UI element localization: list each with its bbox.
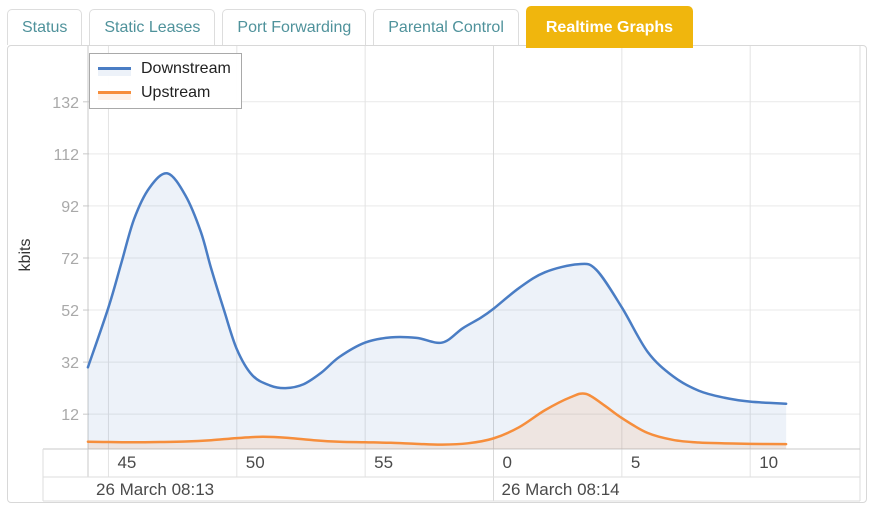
y-tick-label: 72 bbox=[61, 251, 79, 268]
tab-static-leases[interactable]: Static Leases bbox=[89, 9, 216, 45]
y-tick-label: 92 bbox=[61, 199, 79, 216]
downstream-swatch-line bbox=[98, 67, 131, 70]
x-tick-label: 55 bbox=[374, 453, 393, 472]
legend-item-downstream: Downstream bbox=[98, 59, 231, 79]
legend-item-upstream: Upstream bbox=[98, 83, 231, 103]
tab-parental-control[interactable]: Parental Control bbox=[373, 9, 519, 45]
tab-status[interactable]: Status bbox=[7, 9, 83, 45]
x-tick-label: 50 bbox=[246, 453, 265, 472]
x-tick-label: 10 bbox=[759, 453, 778, 472]
tab-realtime-graphs[interactable]: Realtime Graphs bbox=[525, 6, 694, 48]
upstream-area bbox=[87, 393, 787, 449]
x-tick-label: 0 bbox=[503, 453, 512, 472]
downstream-line bbox=[86, 172, 788, 406]
legend-label-upstream: Upstream bbox=[141, 84, 211, 101]
upstream-swatch-fill bbox=[98, 93, 131, 100]
tab-port-forwarding[interactable]: Port Forwarding bbox=[222, 9, 367, 45]
downstream-swatch-icon bbox=[98, 61, 131, 77]
chart-panel bbox=[7, 45, 867, 503]
y-tick-label: 132 bbox=[52, 95, 79, 112]
chart-legend: Downstream Upstream bbox=[89, 53, 242, 109]
downstream-area bbox=[87, 173, 787, 449]
y-axis-title: kbits bbox=[17, 239, 34, 272]
legend-label-downstream: Downstream bbox=[141, 60, 231, 77]
x-tick-label: 5 bbox=[631, 453, 640, 472]
upstream-line bbox=[86, 392, 788, 446]
upstream-swatch-line bbox=[98, 91, 131, 94]
date-label: 26 March 08:14 bbox=[502, 480, 620, 499]
upstream-swatch-icon bbox=[98, 85, 131, 101]
date-label: 26 March 08:13 bbox=[96, 480, 214, 499]
downstream-swatch-fill bbox=[98, 69, 131, 76]
tab-bar: Status Static Leases Port Forwarding Par… bbox=[0, 0, 873, 48]
y-tick-label: 12 bbox=[61, 407, 79, 424]
y-tick-label: 112 bbox=[53, 147, 79, 164]
y-tick-label: 52 bbox=[61, 303, 79, 320]
y-tick-label: 32 bbox=[61, 355, 79, 372]
x-tick-label: 45 bbox=[117, 453, 136, 472]
